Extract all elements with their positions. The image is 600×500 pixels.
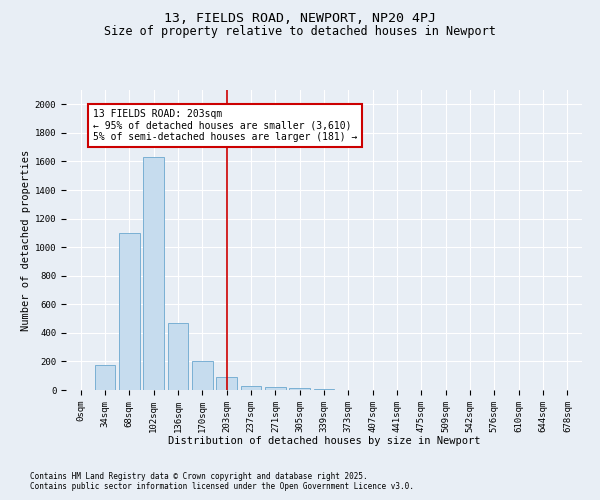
X-axis label: Distribution of detached houses by size in Newport: Distribution of detached houses by size …	[168, 436, 480, 446]
Text: Size of property relative to detached houses in Newport: Size of property relative to detached ho…	[104, 25, 496, 38]
Bar	[95, 365, 115, 390]
Bar	[143, 157, 164, 390]
Bar	[241, 386, 262, 390]
Bar	[216, 377, 237, 390]
Text: 13, FIELDS ROAD, NEWPORT, NP20 4PJ: 13, FIELDS ROAD, NEWPORT, NP20 4PJ	[164, 12, 436, 26]
Text: 13 FIELDS ROAD: 203sqm
← 95% of detached houses are smaller (3,610)
5% of semi-d: 13 FIELDS ROAD: 203sqm ← 95% of detached…	[93, 108, 357, 142]
Bar	[119, 233, 140, 390]
Text: Contains public sector information licensed under the Open Government Licence v3: Contains public sector information licen…	[30, 482, 414, 491]
Bar	[289, 388, 310, 390]
Bar	[265, 387, 286, 390]
Bar	[192, 362, 212, 390]
Y-axis label: Number of detached properties: Number of detached properties	[20, 150, 31, 330]
Text: Contains HM Land Registry data © Crown copyright and database right 2025.: Contains HM Land Registry data © Crown c…	[30, 472, 368, 481]
Bar	[167, 323, 188, 390]
